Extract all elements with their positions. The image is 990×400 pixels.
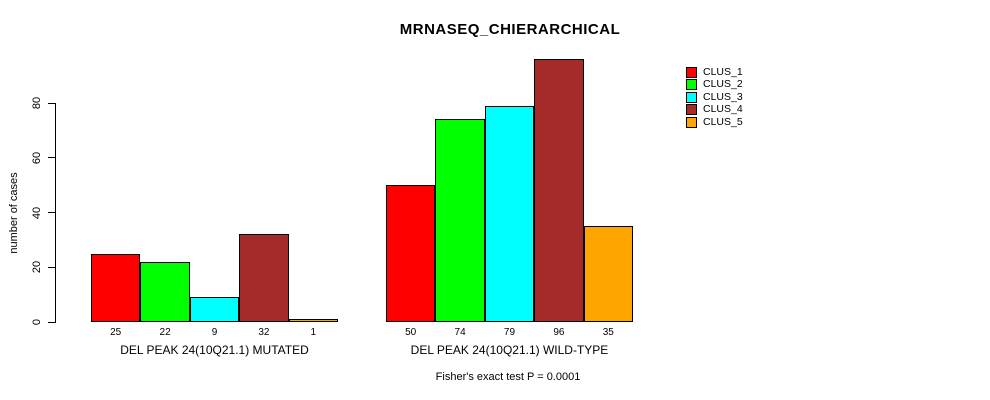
group-label-2: DEL PEAK 24(10Q21.1) WILD-TYPE: [410, 343, 609, 357]
y-tick-mark: [48, 102, 55, 104]
bar-value-label: 32: [258, 327, 270, 338]
statistical-test-note: Fisher's exact test P = 0.0001: [435, 371, 581, 383]
bar-value-label: 22: [159, 327, 171, 338]
legend-label-clus_5: CLUS_5: [703, 115, 743, 128]
y-tick-mark: [48, 266, 55, 268]
bar-clus_2-group2: [435, 119, 485, 322]
legend-label-clus_1: CLUS_1: [703, 66, 743, 78]
bar-value-label: 50: [405, 327, 417, 338]
y-tick-label: 20: [31, 261, 43, 274]
legend-label-clus_3: CLUS_3: [703, 90, 743, 103]
chart-title: MRNASEQ_CHIERARCHICAL: [399, 21, 621, 38]
bar-value-label: 1: [310, 327, 317, 338]
legend-swatch-clus_2: [686, 79, 697, 91]
y-tick-mark: [48, 212, 55, 213]
bar-value-label: 9: [211, 327, 218, 338]
y-tick-mark: [48, 157, 55, 159]
y-tick-label: 40: [31, 206, 43, 219]
bar-value-label: 35: [602, 327, 614, 338]
legend-label-clus_4: CLUS_4: [703, 103, 743, 116]
y-tick-label: 80: [31, 96, 43, 110]
bar-clus_1-group2: [386, 185, 436, 322]
bar-clus_5-group2: [583, 226, 633, 322]
y-tick-label: 0: [31, 318, 43, 326]
bar-clus_1-group1: [91, 253, 141, 322]
group-label-1: DEL PEAK 24(10Q21.1) MUTATED: [120, 343, 309, 357]
bar-value-label: 79: [503, 327, 516, 338]
legend-swatch-clus_3: [686, 91, 697, 103]
legend-label-clus_2: CLUS_2: [703, 78, 743, 91]
bar-value-label: 74: [454, 327, 466, 338]
bar-value-label: 96: [553, 327, 565, 338]
bar-clus_5-group1: [288, 319, 338, 322]
legend-swatch-clus_1: [686, 67, 697, 78]
y-tick-mark: [48, 321, 55, 323]
bar-value-label: 25: [110, 327, 122, 338]
bar-clus_2-group1: [140, 261, 190, 322]
legend-swatch-clus_4: [686, 104, 697, 116]
y-axis-line: [55, 103, 56, 323]
bar-clus_4-group1: [239, 234, 289, 322]
bar-clus_3-group2: [484, 105, 535, 322]
legend-swatch-clus_5: [686, 116, 697, 128]
bar-clus_4-group2: [534, 59, 584, 322]
y-tick-label: 60: [31, 151, 43, 164]
y-axis-title: number of cases: [8, 172, 20, 254]
bar-clus_3-group1: [189, 297, 240, 322]
